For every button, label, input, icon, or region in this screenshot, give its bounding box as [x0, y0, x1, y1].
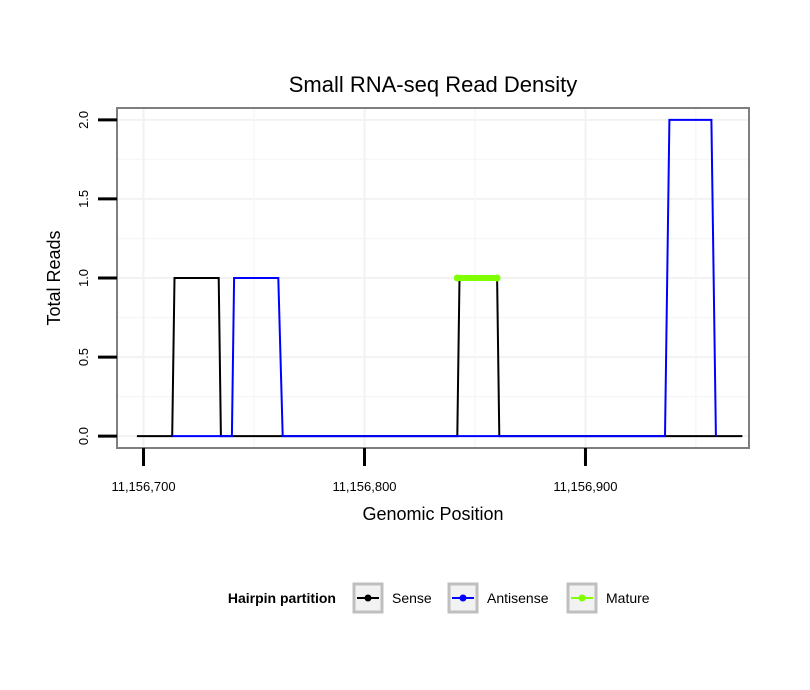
y-tick-label: 0.5	[76, 348, 91, 366]
chart-title: Small RNA-seq Read Density	[289, 72, 578, 97]
legend-title: Hairpin partition	[228, 590, 336, 606]
x-axis-label: Genomic Position	[362, 504, 503, 524]
legend-key-point	[459, 594, 467, 602]
legend-label-antisense: Antisense	[487, 590, 549, 606]
y-tick-label: 2.0	[76, 111, 91, 129]
y-tick-label: 1.0	[76, 269, 91, 287]
legend: Hairpin partition Sense Antisense Mature	[228, 582, 650, 614]
y-axis: 0.0 0.5 1.0 1.5 2.0	[76, 111, 117, 445]
x-axis: 11,156,700 11,156,800 11,156,900	[111, 448, 618, 494]
legend-label-sense: Sense	[392, 590, 432, 606]
x-tick-label: 11,156,900	[553, 479, 617, 494]
series-point-mature	[453, 274, 461, 282]
y-axis-label: Total Reads	[44, 230, 64, 325]
legend-key-point	[364, 594, 372, 602]
x-tick-label: 11,156,800	[332, 479, 396, 494]
series-line-antisense	[172, 118, 717, 438]
y-tick-label: 1.5	[76, 190, 91, 208]
x-tick-label: 11,156,700	[111, 479, 175, 494]
series-group	[136, 118, 743, 438]
series-point-mature	[493, 274, 501, 282]
legend-label-mature: Mature	[606, 590, 650, 606]
legend-key-point	[578, 594, 586, 602]
y-tick-label: 0.0	[76, 427, 91, 445]
